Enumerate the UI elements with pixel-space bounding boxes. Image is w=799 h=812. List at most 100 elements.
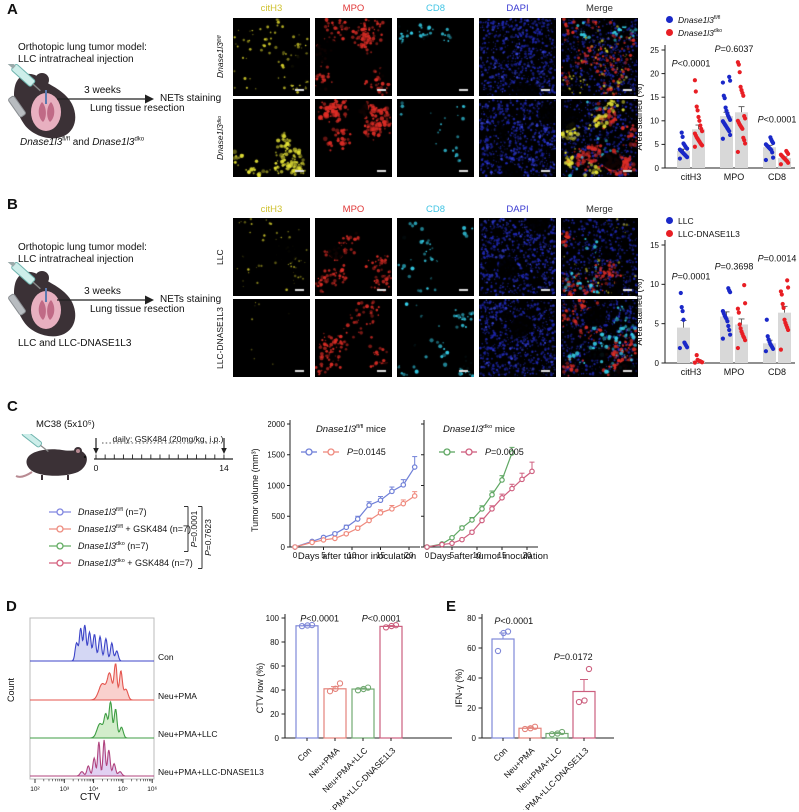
ctv-histograms: 10² 10³ 10⁴ 10⁵ 10⁶ bbox=[29, 617, 157, 793]
mouse-illustration-c bbox=[15, 434, 87, 480]
arrow-target-b: NETs staining bbox=[160, 294, 222, 305]
cohort-b: LLC and LLC-DNASE1L3 bbox=[18, 338, 132, 349]
svg-text:MPO: MPO bbox=[724, 172, 745, 182]
row-label: Dnase1l3 dko bbox=[215, 115, 225, 161]
channel-header: CD8 bbox=[425, 204, 445, 215]
svg-text:25: 25 bbox=[650, 46, 659, 55]
svg-text:citH3: citH3 bbox=[681, 172, 702, 182]
svg-text:P<0.0001: P<0.0001 bbox=[672, 59, 711, 69]
chart-c-right-title: Dnase1l3dko mice bbox=[442, 423, 515, 435]
microscopy-tile bbox=[561, 299, 638, 377]
legend-dot-icon bbox=[666, 29, 673, 36]
svg-text:5: 5 bbox=[450, 551, 455, 560]
area-stained-chart-b: 0 5 10 15 citH3 P=0.0001 MPO P=0.3698 CD8 P=0.001… bbox=[634, 240, 796, 377]
svg-text:80: 80 bbox=[270, 638, 279, 647]
svg-text:80: 80 bbox=[467, 614, 476, 623]
svg-text:40: 40 bbox=[270, 686, 279, 695]
treatment-legend-entry: Dnase1l3fl/fl (n=7) bbox=[48, 503, 193, 520]
channel-header: DAPI bbox=[506, 204, 529, 215]
timeline-arrow-a bbox=[57, 94, 154, 104]
svg-text:0: 0 bbox=[655, 164, 660, 173]
svg-text:0: 0 bbox=[472, 734, 477, 743]
svg-text:1000: 1000 bbox=[268, 481, 286, 490]
svg-text:0: 0 bbox=[281, 543, 286, 552]
legend-label: LLC-DNASE1L3 bbox=[678, 228, 740, 239]
chart-a-legend: Dnase1l3fl/fl Dnase1l3dko bbox=[666, 13, 722, 39]
treatment-legend-entry: Dnase1l3fl/fl + GSK484 (n=7) bbox=[48, 520, 193, 537]
svg-text:10³: 10³ bbox=[60, 786, 70, 793]
svg-text:IFN-γ (%): IFN-γ (%) bbox=[454, 669, 464, 708]
histogram-trace-label: Con bbox=[158, 652, 174, 662]
model-description-a: Orthotopic lung tumor model: LLC intratr… bbox=[18, 42, 147, 66]
svg-text:20: 20 bbox=[270, 710, 279, 719]
svg-text:0: 0 bbox=[94, 463, 99, 473]
legend-entry: LLC bbox=[666, 214, 740, 227]
dosing-timeline: 0 14 bbox=[93, 438, 233, 473]
legend-dot-icon bbox=[666, 16, 673, 23]
channel-header: Merge bbox=[586, 3, 613, 14]
svg-text:14: 14 bbox=[219, 463, 229, 473]
svg-text:60: 60 bbox=[270, 662, 279, 671]
channel-header: citH3 bbox=[260, 204, 283, 215]
legend-dot-icon bbox=[666, 217, 673, 224]
tumor-volume-chart-flfl: 0 500 1000 1500 2000 0 5 10 15 20 P=0.0145 bbox=[268, 420, 420, 560]
model-line-1: Orthotopic lung tumor model: bbox=[18, 42, 147, 53]
svg-text:citH3: citH3 bbox=[681, 367, 702, 377]
count-axis-label: Count bbox=[6, 677, 16, 703]
svg-text:10²: 10² bbox=[30, 786, 40, 793]
microscopy-tile bbox=[479, 99, 556, 177]
area-stained-chart-a: 0 5 10 15 20 25 citH3 P<0.0001 MPO P=0.6037 CD8 P<0… bbox=[634, 44, 796, 182]
ctv-low-bar-chart: 020406080100ConNeu+PMANeu+PMA+LLCNeu+PMA… bbox=[255, 614, 452, 810]
microscopy-tile bbox=[479, 299, 556, 377]
treatment-label: Dnase1l3dko + GSK484 (n=7) bbox=[78, 557, 193, 568]
microscopy-tile bbox=[315, 18, 392, 96]
arrow-target-a: NETs staining bbox=[160, 93, 222, 104]
histogram-trace-label: Neu+PMA+LLC bbox=[158, 729, 218, 739]
svg-text:15: 15 bbox=[376, 551, 385, 560]
svg-text:CTV low (%): CTV low (%) bbox=[255, 663, 265, 714]
legend-dot-icon bbox=[666, 230, 673, 237]
treatment-label: Dnase1l3fl/fl + GSK484 (n=7) bbox=[78, 523, 191, 534]
svg-text:P=0.3698: P=0.3698 bbox=[715, 261, 754, 271]
legend-label: Dnase1l3dko bbox=[678, 27, 723, 38]
dosing-label: daily: GSK484 (20mg/kg, i.p.) bbox=[112, 434, 224, 444]
arrow-duration-b: 3 weeks bbox=[84, 286, 121, 297]
svg-text:0: 0 bbox=[425, 551, 430, 560]
arrow-duration-a: 3 weeks bbox=[84, 85, 121, 96]
arrow-caption-b: Lung tissue resection bbox=[90, 304, 185, 315]
svg-text:5: 5 bbox=[655, 319, 660, 328]
row-label: Dnase1l3 fl/fl bbox=[215, 35, 225, 79]
panel-a-label: A bbox=[7, 1, 18, 18]
svg-text:10⁵: 10⁵ bbox=[118, 786, 128, 793]
ctv-axis-label: CTV bbox=[80, 792, 100, 803]
svg-text:Area stained (%): Area stained (%) bbox=[634, 83, 644, 150]
svg-text:0: 0 bbox=[275, 734, 280, 743]
legend-entry: Dnase1l3fl/fl bbox=[666, 13, 722, 26]
svg-text:Con: Con bbox=[491, 745, 509, 763]
microscopy-tile bbox=[233, 99, 310, 177]
treatment-label: Dnase1l3dko (n=7) bbox=[78, 540, 149, 551]
microscopy-tile bbox=[233, 18, 310, 96]
svg-text:P<0.0001: P<0.0001 bbox=[300, 614, 339, 624]
microscopy-tile bbox=[561, 99, 638, 177]
channel-header: DAPI bbox=[506, 3, 529, 14]
histogram-trace-label: Neu+PMA+LLC-DNASE1L3 bbox=[158, 767, 264, 777]
svg-text:P=0.0001: P=0.0001 bbox=[672, 272, 711, 282]
svg-text:20: 20 bbox=[523, 551, 532, 560]
svg-text:15: 15 bbox=[650, 241, 659, 250]
legend-entry: LLC-DNASE1L3 bbox=[666, 227, 740, 240]
microscopy-tile bbox=[315, 99, 392, 177]
svg-text:5: 5 bbox=[321, 551, 326, 560]
chart-c-right-xlabel: Days after tumor inoculation bbox=[429, 551, 549, 562]
legend-label: LLC bbox=[678, 215, 694, 226]
model-description-b: Orthotopic lung tumor model: LLC intratr… bbox=[18, 242, 147, 266]
svg-text:10: 10 bbox=[473, 551, 482, 560]
row-label: LLC-DNASE1L3 bbox=[215, 307, 225, 369]
cohort-a: Dnase1l3fl/fl and Dnase1l3dko bbox=[20, 136, 145, 148]
microscopy-tile bbox=[397, 99, 474, 177]
svg-text:P=0.0005: P=0.0005 bbox=[485, 447, 524, 457]
svg-text:2000: 2000 bbox=[268, 420, 286, 429]
svg-text:1500: 1500 bbox=[268, 451, 286, 460]
channel-header: Merge bbox=[586, 204, 613, 215]
